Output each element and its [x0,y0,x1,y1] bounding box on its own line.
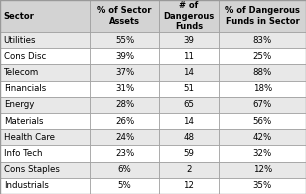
Bar [90,146,159,162]
Text: 39: 39 [184,36,194,45]
Bar [219,162,306,178]
Bar [90,0,159,32]
Bar [0,113,90,129]
Bar [159,113,219,129]
Bar [0,162,90,178]
Text: % of Dangerous
Funds in Sector: % of Dangerous Funds in Sector [225,6,300,26]
Bar [219,113,306,129]
Bar [219,0,306,32]
Text: 12%: 12% [253,165,272,174]
Text: 23%: 23% [115,149,134,158]
Text: 65: 65 [184,100,194,109]
Text: Financials: Financials [4,84,46,93]
Bar [219,129,306,146]
Bar [219,48,306,64]
Text: % of Sector
Assets: % of Sector Assets [97,6,152,26]
Bar [90,32,159,48]
Bar [159,178,219,194]
Bar [219,97,306,113]
Bar [90,64,159,81]
Bar [90,81,159,97]
Text: Telecom: Telecom [4,68,39,77]
Bar [159,81,219,97]
Text: 28%: 28% [115,100,134,109]
Bar [219,81,306,97]
Bar [90,97,159,113]
Text: 2: 2 [186,165,192,174]
Bar [0,97,90,113]
Text: Cons Disc: Cons Disc [4,52,46,61]
Text: 88%: 88% [253,68,272,77]
Bar [90,162,159,178]
Bar [90,178,159,194]
Text: 83%: 83% [253,36,272,45]
Text: 35%: 35% [253,181,272,190]
Text: 12: 12 [184,181,194,190]
Bar [159,64,219,81]
Text: Materials: Materials [4,117,43,126]
Text: 14: 14 [184,68,194,77]
Bar [90,48,159,64]
Bar [219,146,306,162]
Bar [159,48,219,64]
Text: 5%: 5% [118,181,132,190]
Text: 6%: 6% [118,165,132,174]
Bar [159,129,219,146]
Text: 31%: 31% [115,84,134,93]
Text: 32%: 32% [253,149,272,158]
Text: 48: 48 [184,133,194,142]
Text: 55%: 55% [115,36,134,45]
Text: Utilities: Utilities [4,36,36,45]
Bar [0,146,90,162]
Bar [219,64,306,81]
Text: 67%: 67% [253,100,272,109]
Text: 56%: 56% [253,117,272,126]
Text: Health Care: Health Care [4,133,55,142]
Bar [159,0,219,32]
Bar [0,129,90,146]
Bar [219,32,306,48]
Bar [159,97,219,113]
Bar [159,32,219,48]
Text: 25%: 25% [253,52,272,61]
Text: 11: 11 [184,52,194,61]
Text: 42%: 42% [253,133,272,142]
Text: 51: 51 [184,84,194,93]
Text: 37%: 37% [115,68,134,77]
Bar [219,178,306,194]
Text: # of
Dangerous
Funds: # of Dangerous Funds [163,1,215,31]
Text: 14: 14 [184,117,194,126]
Bar [90,129,159,146]
Text: Industrials: Industrials [4,181,49,190]
Text: 24%: 24% [115,133,134,142]
Text: 59: 59 [184,149,194,158]
Text: 18%: 18% [253,84,272,93]
Bar [0,178,90,194]
Text: Energy: Energy [4,100,34,109]
Bar [0,32,90,48]
Bar [0,0,90,32]
Bar [0,48,90,64]
Text: Info Tech: Info Tech [4,149,42,158]
Text: Cons Staples: Cons Staples [4,165,60,174]
Bar [0,81,90,97]
Text: Sector: Sector [4,11,35,21]
Bar [0,64,90,81]
Text: 39%: 39% [115,52,134,61]
Bar [159,162,219,178]
Text: 26%: 26% [115,117,134,126]
Bar [90,113,159,129]
Bar [159,146,219,162]
